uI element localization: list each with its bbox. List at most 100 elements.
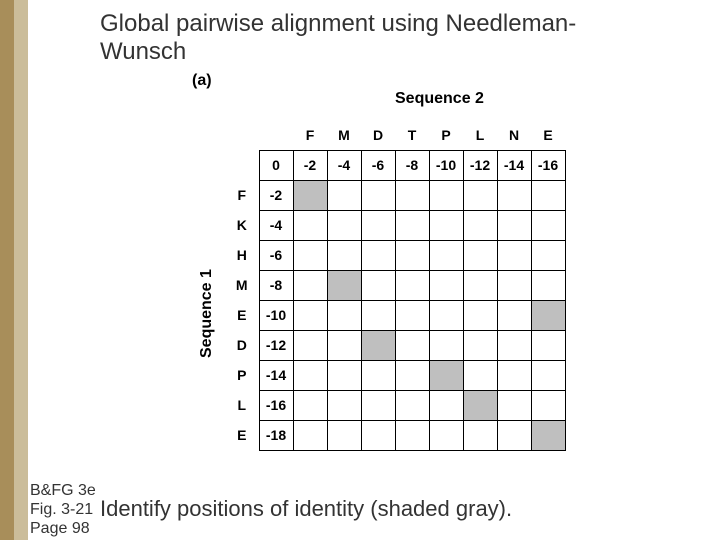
- slide-title: Global pairwise alignment using Needlema…: [100, 10, 660, 66]
- decor-strip-light: [14, 0, 28, 540]
- row-header-letter: E: [225, 420, 259, 450]
- matrix-cell: [463, 300, 497, 330]
- matrix-cell: [395, 360, 429, 390]
- decor-strip-dark: [0, 0, 14, 540]
- matrix-cell: [395, 180, 429, 210]
- matrix-cell: [395, 240, 429, 270]
- matrix-cell: [463, 360, 497, 390]
- matrix-cell: [531, 180, 565, 210]
- matrix-cell: 0: [259, 150, 293, 180]
- matrix-cell: [361, 390, 395, 420]
- ref-line-2: Fig. 3-21: [30, 500, 96, 519]
- figure-reference: B&FG 3e Fig. 3-21 Page 98: [30, 481, 96, 538]
- matrix-cell: [429, 300, 463, 330]
- matrix-cell: [429, 420, 463, 450]
- matrix-cell: [293, 300, 327, 330]
- matrix-cell: [497, 270, 531, 300]
- matrix-cell: -14: [259, 360, 293, 390]
- row-header-letter: L: [225, 390, 259, 420]
- matrix-cell: [463, 270, 497, 300]
- matrix-cell: [293, 360, 327, 390]
- matrix-cell: [429, 210, 463, 240]
- matrix-cell: [497, 390, 531, 420]
- matrix-cell: [361, 300, 395, 330]
- matrix-cell: [293, 210, 327, 240]
- matrix-cell: [429, 240, 463, 270]
- matrix-cell: -14: [497, 150, 531, 180]
- matrix-cell: [531, 390, 565, 420]
- col-header-letter: N: [497, 120, 531, 150]
- matrix-cell: [361, 360, 395, 390]
- row-header-letter: D: [225, 330, 259, 360]
- col-header-letter: T: [395, 120, 429, 150]
- sequence-2-label: Sequence 2: [395, 90, 484, 108]
- matrix-cell: [327, 210, 361, 240]
- matrix-cell: [497, 300, 531, 330]
- matrix-cell: [361, 180, 395, 210]
- matrix-cell: -10: [259, 300, 293, 330]
- matrix-cell: -2: [293, 150, 327, 180]
- matrix-cell: [395, 420, 429, 450]
- matrix-cell: [531, 240, 565, 270]
- matrix-cell: [463, 210, 497, 240]
- ref-line-3: Page 98: [30, 519, 96, 538]
- matrix-cell: [429, 180, 463, 210]
- matrix-cell: -16: [259, 390, 293, 420]
- matrix-cell: [327, 270, 361, 300]
- matrix-cell: [293, 420, 327, 450]
- matrix-cell: [497, 210, 531, 240]
- matrix-cell: [293, 180, 327, 210]
- row-header-letter: E: [225, 300, 259, 330]
- row-header-letter: P: [225, 360, 259, 390]
- matrix-cell: -8: [259, 270, 293, 300]
- matrix-cell: [531, 420, 565, 450]
- matrix-cell: -12: [259, 330, 293, 360]
- row-header-letter: F: [225, 180, 259, 210]
- matrix-cell: [429, 330, 463, 360]
- matrix-cell: [327, 360, 361, 390]
- matrix-cell: -4: [259, 210, 293, 240]
- matrix-cell: [531, 330, 565, 360]
- matrix-cell: [327, 240, 361, 270]
- matrix-cell: [497, 420, 531, 450]
- matrix-cell: [531, 210, 565, 240]
- matrix-cell: [497, 240, 531, 270]
- matrix-cell: -12: [463, 150, 497, 180]
- matrix-cell: [395, 390, 429, 420]
- matrix-cell: [429, 360, 463, 390]
- matrix-cell: [327, 300, 361, 330]
- row-header-letter: K: [225, 210, 259, 240]
- matrix-cell: [327, 180, 361, 210]
- row-header-letter: H: [225, 240, 259, 270]
- matrix-cell: [361, 330, 395, 360]
- matrix-cell: [463, 180, 497, 210]
- matrix-cell: -6: [259, 240, 293, 270]
- matrix-cell: [327, 420, 361, 450]
- matrix-cell: [293, 270, 327, 300]
- col-header-letter: D: [361, 120, 395, 150]
- slide-caption: Identify positions of identity (shaded g…: [100, 496, 512, 522]
- matrix-cell: [497, 180, 531, 210]
- matrix-cell: -8: [395, 150, 429, 180]
- matrix-cell: -6: [361, 150, 395, 180]
- matrix-cell: [395, 300, 429, 330]
- matrix-cell: [497, 360, 531, 390]
- col-header-letter: P: [429, 120, 463, 150]
- matrix-cell: [361, 210, 395, 240]
- matrix-cell: [361, 240, 395, 270]
- matrix-cell: [395, 270, 429, 300]
- row-header-letter: M: [225, 270, 259, 300]
- matrix-cell: [463, 390, 497, 420]
- matrix-cell: [327, 330, 361, 360]
- col-header-letter: M: [327, 120, 361, 150]
- matrix-cell: [327, 390, 361, 420]
- alignment-matrix: FMDTPLNE0-2-4-6-8-10-12-14-16F-2K-4H-6M-…: [225, 120, 566, 451]
- matrix-cell: [531, 270, 565, 300]
- matrix-cell: [531, 360, 565, 390]
- ref-line-1: B&FG 3e: [30, 481, 96, 500]
- matrix-cell: -2: [259, 180, 293, 210]
- matrix-cell: [497, 330, 531, 360]
- matrix-cell: [463, 420, 497, 450]
- matrix-cell: [293, 240, 327, 270]
- col-header-letter: L: [463, 120, 497, 150]
